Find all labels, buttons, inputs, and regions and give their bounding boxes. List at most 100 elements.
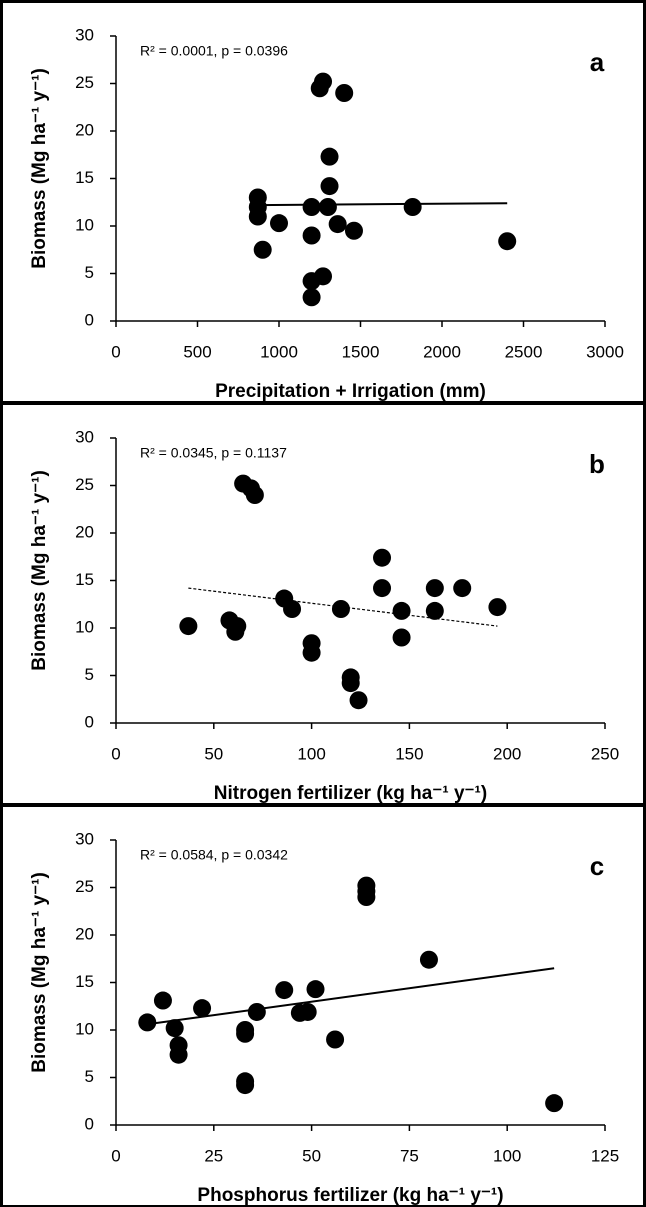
point <box>228 617 247 636</box>
x-tick-label: 25 <box>204 1146 223 1165</box>
x-tick-label: 50 <box>204 744 223 763</box>
y-tick-label: 30 <box>75 25 94 44</box>
x-tick-label: 2500 <box>505 342 543 361</box>
y-axis-label: Biomass (Mg ha⁻¹ y⁻¹) <box>29 872 50 1073</box>
y-tick-label: 25 <box>75 73 94 92</box>
panel: 0 5 10 15 20 25 30 0 25 50 75 100 125 Phosphorus fert… <box>0 804 646 1207</box>
point <box>328 215 347 234</box>
x-tick-label: 0 <box>111 342 120 361</box>
point <box>392 628 411 647</box>
y-tick-label: 0 <box>85 1114 94 1133</box>
point <box>344 221 363 240</box>
point <box>453 579 472 598</box>
point <box>302 226 321 245</box>
y-axis-label: Biomass (Mg ha⁻¹ y⁻¹) <box>29 68 50 269</box>
annotation: R² = 0.0584, p = 0.0342 <box>140 847 288 863</box>
x-tick-label: 125 <box>591 1146 619 1165</box>
point <box>248 207 267 226</box>
y-axis-label: Biomass (Mg ha⁻¹ y⁻¹) <box>29 470 50 671</box>
point <box>545 1094 564 1113</box>
x-axis-label: Nitrogen fertilizer (kg ha⁻¹ y⁻¹) <box>214 783 487 804</box>
panel-border <box>0 804 646 1207</box>
point <box>245 486 264 504</box>
trend-line <box>188 587 498 627</box>
point <box>373 548 392 567</box>
panel: 0 5 10 15 20 25 30 0 500 1000 1500 2000 2500 3000 Prec… <box>0 0 646 404</box>
x-tick-label: 1500 <box>342 342 380 361</box>
panel-label: a <box>590 47 605 77</box>
point <box>425 579 444 598</box>
point <box>306 980 325 999</box>
point <box>298 1002 317 1021</box>
y-tick-label: 15 <box>75 168 94 187</box>
trend-line <box>257 202 508 207</box>
y-tick-label: 10 <box>75 1019 94 1038</box>
annotation: R² = 0.0345, p = 0.1137 <box>140 445 287 461</box>
point <box>349 691 368 710</box>
panel-label: c <box>590 851 604 881</box>
point <box>169 1045 188 1064</box>
x-tick-label: 100 <box>493 1146 521 1165</box>
point <box>419 950 438 969</box>
point <box>331 600 350 618</box>
x-axis-label: Phosphorus fertilizer (kg ha⁻¹ y⁻¹) <box>197 1185 503 1206</box>
point <box>302 288 321 307</box>
point <box>373 579 392 598</box>
x-tick-label: 250 <box>591 744 619 763</box>
annotation: R² = 0.0001, p = 0.0396 <box>140 43 288 59</box>
y-tick-label: 5 <box>85 665 94 684</box>
x-axis-label: Precipitation + Irrigation (mm) <box>215 381 486 402</box>
trend-line <box>147 967 555 1026</box>
panel: 0 5 10 15 20 25 30 0 50 100 150 200 250 Nitrogen fert… <box>0 402 646 806</box>
y-tick-label: 0 <box>85 712 94 731</box>
panel-label: b <box>589 449 605 479</box>
point <box>275 981 294 1000</box>
point <box>138 1013 157 1032</box>
x-tick-label: 75 <box>400 1146 419 1165</box>
point <box>236 1024 255 1043</box>
point <box>314 267 333 286</box>
point <box>403 198 422 216</box>
x-tick-label: 1000 <box>260 342 298 361</box>
point <box>392 601 411 620</box>
y-tick-label: 20 <box>75 924 94 943</box>
y-tick-label: 15 <box>75 972 94 991</box>
y-tick-label: 30 <box>75 829 94 848</box>
point <box>153 991 172 1010</box>
y-tick-label: 15 <box>75 570 94 589</box>
point <box>283 600 302 618</box>
y-tick-label: 5 <box>85 1067 94 1086</box>
point <box>302 198 321 216</box>
point <box>236 1076 255 1095</box>
x-tick-label: 0 <box>111 1146 120 1165</box>
point <box>326 1030 345 1049</box>
point <box>341 674 360 693</box>
point <box>335 84 354 102</box>
y-tick-label: 30 <box>75 427 94 446</box>
y-tick-label: 5 <box>85 263 94 282</box>
y-tick-label: 0 <box>85 310 94 329</box>
point <box>253 240 272 259</box>
point <box>320 177 339 196</box>
point <box>193 999 212 1018</box>
y-tick-label: 10 <box>75 617 94 636</box>
y-tick-label: 20 <box>75 120 94 139</box>
y-tick-label: 10 <box>75 215 94 234</box>
x-tick-label: 200 <box>493 744 521 763</box>
x-tick-label: 3000 <box>586 342 624 361</box>
x-tick-label: 100 <box>297 744 325 763</box>
x-tick-label: 150 <box>395 744 423 763</box>
x-tick-label: 0 <box>111 744 120 763</box>
y-tick-label: 20 <box>75 522 94 541</box>
point <box>318 198 337 216</box>
point <box>498 232 517 251</box>
point <box>302 643 321 662</box>
point <box>270 214 288 233</box>
point <box>247 1002 266 1021</box>
x-tick-label: 500 <box>183 342 211 361</box>
point <box>320 147 339 166</box>
x-tick-label: 2000 <box>423 342 461 361</box>
point <box>314 72 333 91</box>
point <box>357 888 376 906</box>
